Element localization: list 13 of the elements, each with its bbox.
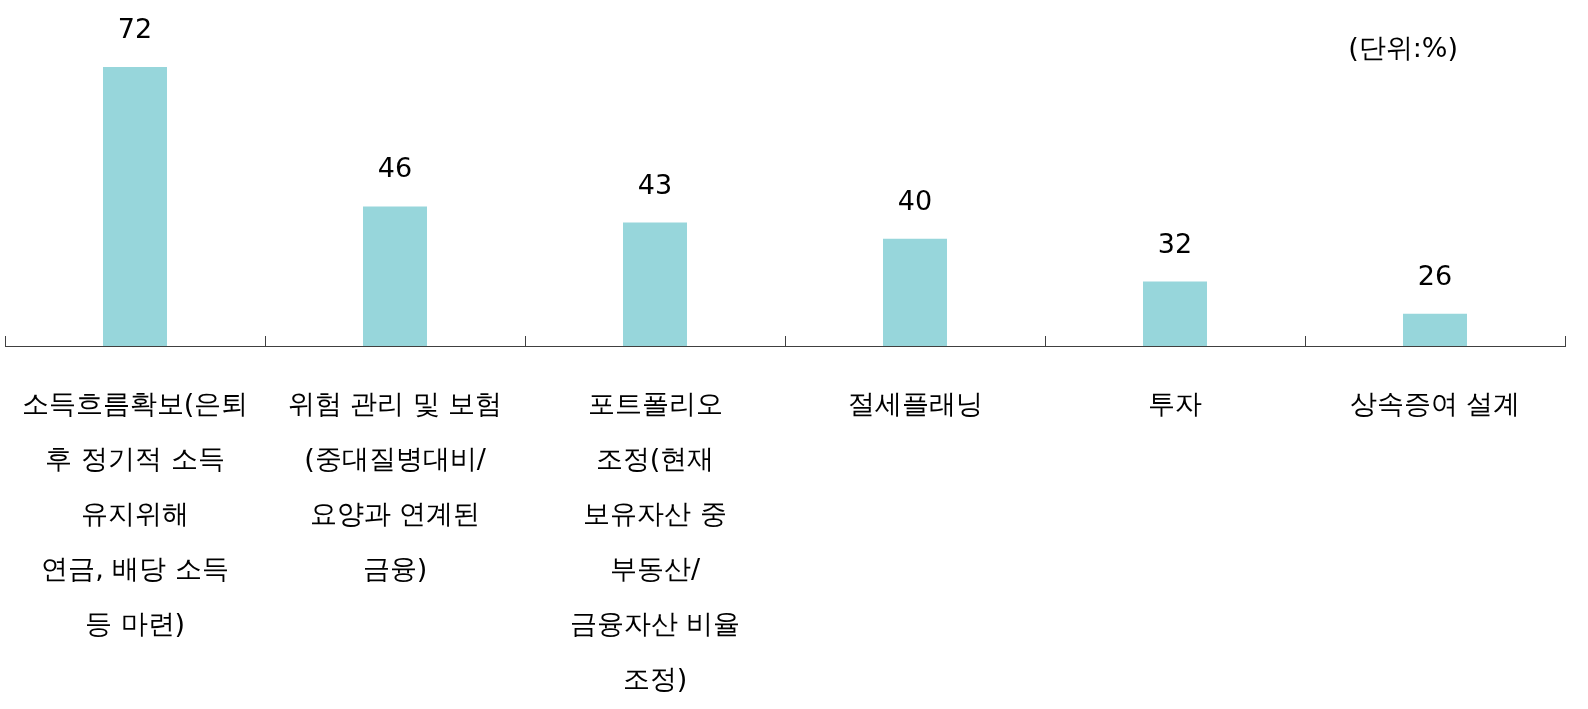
data-label: 32 [1157, 227, 1193, 259]
data-label: 46 [377, 152, 413, 184]
x-tick-label: 상속증여 설계 [1349, 387, 1521, 419]
x-tick-label: 포트폴리오 조정(현재 보유자산 중 부동산/ 금융자산 비율 조정) [569, 387, 741, 694]
data-label: 43 [637, 168, 673, 200]
text: (단위:%) [1348, 32, 1458, 64]
data-label: 26 [1417, 259, 1453, 291]
x-tick-label: 절세플래닝 [847, 387, 983, 419]
x-tick-label: 투자 [1148, 387, 1202, 419]
x-tick-label: 위험 관리 및 보험 (중대질병대비/ 요양과 연계된 금융) [287, 387, 503, 584]
x-tick-label: 소득흐름확보(은퇴 후 정기적 소득 유지위해 연금, 배당 소득 등 마련) [21, 387, 249, 639]
data-label: 40 [897, 184, 933, 216]
data-label: 72 [117, 12, 153, 44]
